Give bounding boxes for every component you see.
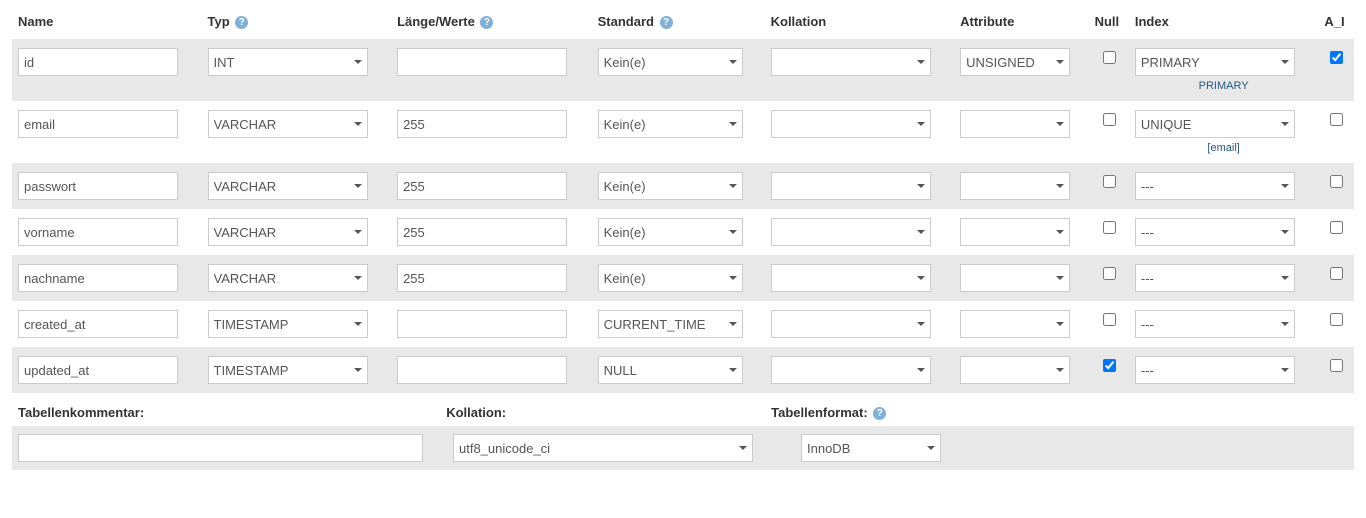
table-collation-select[interactable]: utf8_unicode_ci — [453, 434, 753, 462]
column-row: VARCHAR Kein(e) --- — [12, 163, 1354, 209]
column-row: VARCHAR Kein(e) --- — [12, 255, 1354, 301]
column-length-input[interactable] — [397, 264, 567, 292]
column-name-input[interactable] — [18, 110, 178, 138]
index-sub-label: [email] — [1135, 142, 1313, 154]
column-index-select[interactable]: --- — [1135, 264, 1295, 292]
column-row: VARCHAR Kein(e) --- — [12, 209, 1354, 255]
column-ai-checkbox[interactable] — [1330, 267, 1343, 280]
help-icon[interactable]: ? — [660, 16, 673, 29]
th-null: Null — [1089, 10, 1129, 39]
column-default-select[interactable]: NULL — [598, 356, 743, 384]
th-default-label: Standard — [598, 14, 654, 29]
column-null-checkbox[interactable] — [1103, 51, 1116, 64]
column-definition-table: Name Typ ? Länge/Werte ? Standard ? Koll… — [12, 10, 1354, 393]
column-row: INT Kein(e) UNSIGNED PRIMARY PRIMARY — [12, 39, 1354, 101]
column-ai-checkbox[interactable] — [1330, 221, 1343, 234]
column-collation-select[interactable] — [771, 310, 931, 338]
column-default-select[interactable]: Kein(e) — [598, 264, 743, 292]
th-default: Standard ? — [592, 10, 765, 39]
column-null-checkbox[interactable] — [1103, 267, 1116, 280]
column-default-select[interactable]: Kein(e) — [598, 172, 743, 200]
column-collation-select[interactable] — [771, 172, 931, 200]
column-length-input[interactable] — [397, 110, 567, 138]
column-collation-select[interactable] — [771, 264, 931, 292]
table-engine-select[interactable]: InnoDB — [801, 434, 941, 462]
column-collation-select[interactable] — [771, 218, 931, 246]
column-collation-select[interactable] — [771, 110, 931, 138]
column-row: TIMESTAMP CURRENT_TIME --- — [12, 301, 1354, 347]
table-options-row: utf8_unicode_ci InnoDB — [12, 426, 1354, 470]
table-comment-input[interactable] — [18, 434, 423, 462]
th-index: Index — [1129, 10, 1319, 39]
column-name-input[interactable] — [18, 310, 178, 338]
engine-label: Tabellenformat: ? — [771, 405, 886, 420]
column-index-select[interactable]: --- — [1135, 356, 1295, 384]
th-type: Typ ? — [202, 10, 392, 39]
index-sub-label: PRIMARY — [1135, 80, 1313, 92]
column-length-input[interactable] — [397, 218, 567, 246]
column-type-select[interactable]: INT — [208, 48, 368, 76]
column-row: TIMESTAMP NULL --- — [12, 347, 1354, 393]
help-icon[interactable]: ? — [235, 16, 248, 29]
column-default-select[interactable]: Kein(e) — [598, 218, 743, 246]
column-name-input[interactable] — [18, 172, 178, 200]
column-default-select[interactable]: Kein(e) — [598, 48, 743, 76]
column-null-checkbox[interactable] — [1103, 113, 1116, 126]
column-collation-select[interactable] — [771, 356, 931, 384]
column-index-select[interactable]: UNIQUE — [1135, 110, 1295, 138]
column-null-checkbox[interactable] — [1103, 221, 1116, 234]
column-name-input[interactable] — [18, 356, 178, 384]
column-attribute-select[interactable] — [960, 172, 1070, 200]
column-ai-checkbox[interactable] — [1330, 51, 1343, 64]
column-type-select[interactable]: TIMESTAMP — [208, 356, 368, 384]
column-attribute-select[interactable] — [960, 264, 1070, 292]
collation-label: Kollation: — [446, 405, 506, 420]
column-name-input[interactable] — [18, 48, 178, 76]
th-ai: A_I — [1318, 10, 1354, 39]
column-attribute-select[interactable] — [960, 310, 1070, 338]
column-length-input[interactable] — [397, 48, 567, 76]
engine-label-text: Tabellenformat: — [771, 405, 868, 420]
column-ai-checkbox[interactable] — [1330, 359, 1343, 372]
column-ai-checkbox[interactable] — [1330, 313, 1343, 326]
th-collation: Kollation — [765, 10, 955, 39]
column-index-select[interactable]: --- — [1135, 310, 1295, 338]
column-attribute-select[interactable] — [960, 218, 1070, 246]
column-name-input[interactable] — [18, 264, 178, 292]
column-row: VARCHAR Kein(e) UNIQUE [email] — [12, 101, 1354, 163]
column-collation-select[interactable] — [771, 48, 931, 76]
column-name-input[interactable] — [18, 218, 178, 246]
column-type-select[interactable]: VARCHAR — [208, 110, 368, 138]
column-ai-checkbox[interactable] — [1330, 113, 1343, 126]
column-type-select[interactable]: VARCHAR — [208, 218, 368, 246]
column-type-select[interactable]: VARCHAR — [208, 172, 368, 200]
column-attribute-select[interactable]: UNSIGNED — [960, 48, 1070, 76]
column-null-checkbox[interactable] — [1103, 175, 1116, 188]
column-null-checkbox[interactable] — [1103, 313, 1116, 326]
column-index-select[interactable]: --- — [1135, 172, 1295, 200]
column-type-select[interactable]: VARCHAR — [208, 264, 368, 292]
column-attribute-select[interactable] — [960, 356, 1070, 384]
table-options-footer: Tabellenkommentar: Kollation: Tabellenfo… — [12, 405, 1354, 426]
help-icon[interactable]: ? — [873, 407, 886, 420]
column-attribute-select[interactable] — [960, 110, 1070, 138]
column-default-select[interactable]: CURRENT_TIME — [598, 310, 743, 338]
column-length-input[interactable] — [397, 172, 567, 200]
column-null-checkbox[interactable] — [1103, 359, 1116, 372]
column-index-select[interactable]: PRIMARY — [1135, 48, 1295, 76]
th-attributes: Attribute — [954, 10, 1088, 39]
column-index-select[interactable]: --- — [1135, 218, 1295, 246]
help-icon[interactable]: ? — [480, 16, 493, 29]
column-length-input[interactable] — [397, 310, 567, 338]
column-length-input[interactable] — [397, 356, 567, 384]
column-default-select[interactable]: Kein(e) — [598, 110, 743, 138]
column-ai-checkbox[interactable] — [1330, 175, 1343, 188]
column-type-select[interactable]: TIMESTAMP — [208, 310, 368, 338]
th-length-label: Länge/Werte — [397, 14, 475, 29]
th-name: Name — [12, 10, 202, 39]
th-type-label: Typ — [208, 14, 230, 29]
th-length: Länge/Werte ? — [391, 10, 592, 39]
comment-label: Tabellenkommentar: — [18, 405, 144, 420]
